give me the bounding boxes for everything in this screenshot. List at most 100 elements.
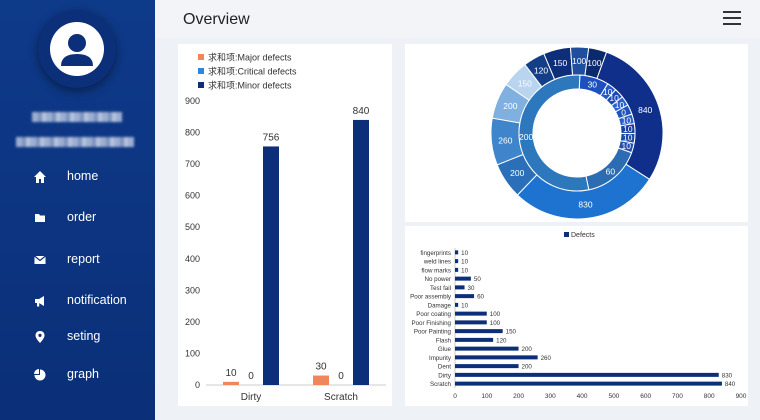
data-label: 150 bbox=[506, 329, 517, 336]
legend-swatch bbox=[198, 68, 204, 74]
y-tick-label: 300 bbox=[185, 285, 200, 295]
nav-home[interactable]: home bbox=[0, 163, 155, 191]
y-tick-label: 500 bbox=[185, 222, 200, 232]
megaphone-icon bbox=[35, 296, 44, 307]
nav-label: graph bbox=[67, 367, 99, 381]
category-label: Poor assembly bbox=[410, 294, 452, 301]
horizontal-bar-chart: Defects fingerprints 10 weld lines 10 flow ma… bbox=[410, 232, 747, 400]
user-icon bbox=[50, 22, 104, 76]
bar bbox=[455, 294, 475, 299]
x-tick-label: 800 bbox=[704, 393, 715, 400]
data-label: 30 bbox=[315, 362, 327, 373]
legend-swatch bbox=[198, 54, 204, 60]
category-label: Poor Finishing bbox=[411, 320, 451, 327]
outer-segment-label: 260 bbox=[498, 135, 512, 145]
inner-segment-label: 60 bbox=[606, 167, 616, 177]
home-icon bbox=[34, 171, 46, 183]
legend-swatch bbox=[198, 82, 204, 88]
user-role-redacted bbox=[16, 137, 134, 147]
outer-segment-label: 150 bbox=[518, 78, 532, 88]
nav-graph[interactable]: graph bbox=[0, 361, 155, 389]
x-tick-label: 700 bbox=[672, 393, 683, 400]
outer-segment-label: 150 bbox=[553, 58, 567, 68]
sidebar: home order report notification seting gr… bbox=[0, 0, 155, 420]
hamburger-menu-icon[interactable] bbox=[723, 10, 741, 26]
category-label: Poor Painting bbox=[414, 329, 452, 336]
inner-segment-label: 10 bbox=[623, 133, 633, 143]
bar bbox=[455, 311, 487, 316]
inner-segment-label: 10 bbox=[609, 93, 619, 103]
data-label: 756 bbox=[263, 132, 280, 143]
legend-swatch bbox=[564, 232, 569, 237]
category-label: Glue bbox=[438, 346, 452, 353]
data-label: 200 bbox=[522, 364, 533, 371]
legend-label: 求和项:Critical defects bbox=[208, 66, 297, 77]
bar bbox=[455, 364, 519, 369]
x-tick-label: 200 bbox=[513, 393, 524, 400]
category-label: Impurity bbox=[429, 355, 452, 362]
data-label: 0 bbox=[248, 371, 254, 382]
data-label: 100 bbox=[490, 311, 501, 318]
outer-segment-label: 200 bbox=[503, 101, 517, 111]
bar bbox=[455, 320, 487, 325]
pie-chart-icon bbox=[34, 369, 46, 381]
header: Overview bbox=[155, 0, 760, 38]
x-tick-label: 400 bbox=[577, 393, 588, 400]
nav-label: notification bbox=[67, 293, 127, 307]
avatar[interactable] bbox=[38, 10, 116, 88]
bar bbox=[455, 381, 722, 386]
data-label: 840 bbox=[725, 381, 736, 388]
nav-notification[interactable]: notification bbox=[0, 287, 155, 315]
category-label: Flash bbox=[436, 337, 452, 344]
y-tick-label: 200 bbox=[185, 317, 200, 327]
x-tick-label: Dirty bbox=[241, 392, 262, 403]
data-label: 10 bbox=[461, 302, 468, 309]
inner-segment-label: 10 bbox=[615, 100, 625, 110]
inner-segment-label: 200 bbox=[519, 132, 533, 142]
outer-segment-label: 120 bbox=[534, 66, 548, 76]
x-tick-label: 500 bbox=[608, 393, 619, 400]
bar bbox=[223, 381, 239, 385]
legend-label: Defects bbox=[571, 232, 595, 239]
bar bbox=[455, 267, 459, 272]
inner-segment-label: 30 bbox=[588, 79, 598, 89]
data-label: 10 bbox=[461, 250, 468, 257]
y-tick-label: 700 bbox=[185, 159, 200, 169]
category-label: weld lines bbox=[423, 259, 451, 266]
horizontal-bar-chart-panel: Defects fingerprints 10 weld lines 10 flow ma… bbox=[405, 226, 748, 406]
data-label: 30 bbox=[468, 285, 475, 292]
donut-chart-panel: 840 830 200 260 200 150 120 150 100 100 30 10 10 10 0 1… bbox=[405, 44, 748, 222]
y-tick-label: 100 bbox=[185, 348, 200, 358]
x-tick-label: 600 bbox=[640, 393, 651, 400]
outer-segment-label: 200 bbox=[510, 168, 524, 178]
outer-segment-label: 100 bbox=[572, 56, 586, 66]
nav-seting[interactable]: seting bbox=[0, 323, 155, 351]
nav-label: seting bbox=[67, 329, 101, 343]
bar bbox=[455, 337, 494, 342]
y-tick-label: 800 bbox=[185, 128, 200, 138]
y-tick-label: 900 bbox=[185, 96, 200, 106]
outer-segment-label: 100 bbox=[587, 58, 601, 68]
inner-segment-label: 0 bbox=[621, 107, 626, 117]
x-tick-label: 100 bbox=[481, 393, 492, 400]
legend-label: 求和项:Major defects bbox=[208, 52, 292, 63]
nav-label: home bbox=[67, 169, 99, 183]
nav-report[interactable]: report bbox=[0, 246, 155, 274]
data-label: 100 bbox=[490, 320, 501, 327]
page-title: Overview bbox=[183, 11, 250, 28]
category-label: Damage bbox=[428, 302, 452, 309]
nav-order[interactable]: order bbox=[0, 204, 155, 232]
outer-segment-label: 830 bbox=[578, 199, 592, 209]
data-label: 10 bbox=[461, 267, 468, 274]
bar bbox=[455, 276, 471, 281]
category-label: fingerprints bbox=[420, 250, 451, 257]
y-tick-label: 600 bbox=[185, 191, 200, 201]
nav-label: order bbox=[67, 210, 97, 224]
data-label: 50 bbox=[474, 276, 481, 283]
bar bbox=[353, 119, 369, 385]
nav-label: report bbox=[67, 252, 100, 266]
x-tick-label: 300 bbox=[545, 393, 556, 400]
username-redacted bbox=[32, 112, 122, 122]
category-label: No power bbox=[425, 276, 451, 283]
